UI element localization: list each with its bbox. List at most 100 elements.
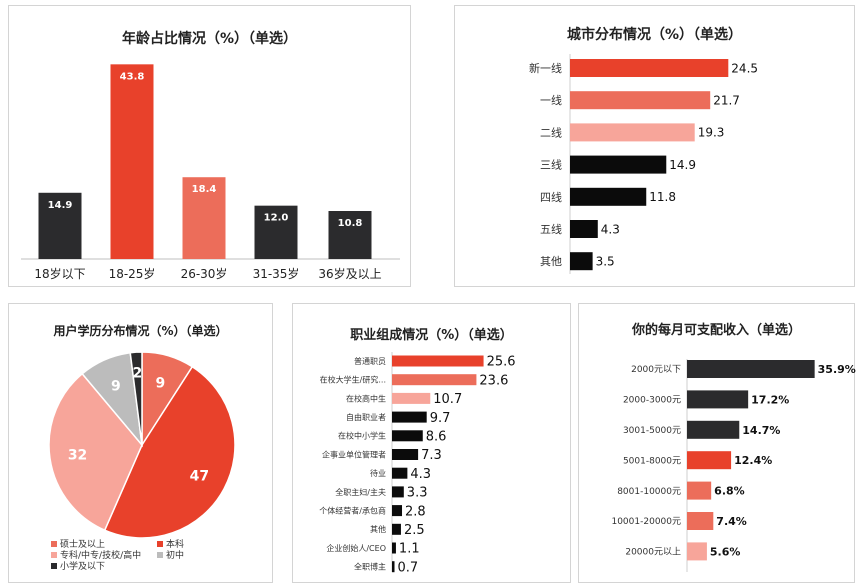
occupation-value-label: 23.6	[479, 373, 508, 388]
occupation-value-label: 9.7	[430, 411, 451, 426]
city-bar	[570, 91, 711, 110]
income-bar	[687, 420, 740, 439]
occupation-category-label: 企业创始人/CEO	[326, 543, 386, 553]
age-bar	[182, 177, 226, 259]
occupation-bar-chart: 普通职员 25.6 在校大学生/研究... 23.6 在校高中生 10.7 自由职业者 9.7…	[319, 352, 516, 575]
education-legend-label: 硕士及以上	[60, 538, 105, 550]
city-value-label: 4.3	[601, 222, 620, 236]
age-category-label: 36岁及以上	[318, 266, 381, 281]
age-category-label: 18-25岁	[109, 266, 156, 281]
age-value-label: 18.4	[192, 184, 217, 195]
education-pie-slice	[103, 365, 236, 539]
education-legend-swatch	[51, 563, 57, 569]
occupation-bar	[392, 505, 403, 517]
occupation-category-label: 自由职业者	[346, 412, 386, 422]
occupation-chart-title: 职业组成情况（%）（单选）	[350, 328, 513, 343]
income-category-label: 5001-8000元	[623, 456, 681, 466]
city-chart-title: 城市分布情况（%）（单选）	[566, 27, 743, 43]
age-category-label: 26-30岁	[181, 266, 228, 281]
education-legend-swatch	[157, 541, 163, 547]
occupation-bar	[392, 374, 477, 386]
income-chart-title: 你的每月可支配收入（单选）	[631, 323, 801, 338]
occupation-category-label: 全职主妇/主夫	[335, 487, 386, 497]
city-category-label: 一线	[540, 93, 562, 107]
occupation-value-label: 4.3	[410, 467, 431, 482]
income-category-label: 2000-3000元	[623, 396, 681, 406]
education-pie-slice	[48, 372, 143, 532]
city-value-label: 21.7	[713, 94, 740, 108]
age-value-label: 10.8	[338, 218, 363, 229]
city-bar	[570, 123, 695, 142]
income-value-label: 17.2%	[751, 393, 789, 406]
occupation-value-label: 10.7	[433, 392, 462, 407]
education-legend-swatch	[51, 541, 57, 547]
city-value-label: 11.8	[649, 190, 676, 204]
age-bar	[328, 211, 372, 259]
occupation-bar	[392, 355, 484, 367]
city-bar	[570, 220, 598, 238]
income-bar	[687, 481, 712, 500]
occupation-category-label: 待业	[370, 468, 386, 478]
city-category-label: 四线	[540, 190, 562, 204]
age-chart-panel: 年龄占比情况（%）（单选） 14.9 18岁以下 43.8 18-25岁 18.4 26-…	[8, 5, 411, 287]
occupation-value-label: 2.5	[404, 523, 425, 538]
occupation-category-label: 全职博主	[354, 562, 386, 572]
age-bar	[110, 64, 154, 259]
city-value-label: 3.5	[596, 255, 615, 269]
education-legend-swatch	[51, 552, 57, 558]
income-bar	[687, 360, 815, 378]
city-value-label: 24.5	[731, 61, 758, 75]
income-value-label: 6.8%	[714, 485, 745, 498]
occupation-bar	[392, 523, 401, 535]
occupation-category-label: 其他	[370, 524, 386, 534]
occupation-bar	[392, 561, 395, 573]
city-bar-chart: 新一线 24.5 一线 21.7 二线 19.3 三线 14.9 四线 11.8 五线 4.3 其他 3.…	[529, 54, 758, 274]
occupation-category-label: 普通职员	[354, 356, 386, 366]
income-bar	[687, 451, 732, 470]
income-category-label: 3001-5000元	[623, 426, 681, 436]
income-value-label: 7.4%	[716, 515, 747, 528]
education-slice-label: 9	[155, 376, 165, 392]
city-category-label: 二线	[540, 125, 562, 139]
income-bar	[687, 542, 707, 561]
occupation-value-label: 8.6	[426, 429, 447, 444]
income-bar-chart: 2000元以下 35.9% 2000-3000元 17.2% 3001-5000元 14.…	[611, 359, 856, 572]
city-bar	[570, 252, 593, 271]
occupation-bar	[392, 430, 423, 442]
education-legend-label: 初中	[166, 549, 184, 561]
income-category-label: 10001-20000元	[611, 517, 681, 527]
education-slice-label: 47	[190, 469, 209, 485]
education-legend-label: 本科	[166, 538, 184, 550]
age-category-label: 18岁以下	[34, 266, 85, 281]
occupation-bar	[392, 392, 431, 404]
occupation-bar	[392, 542, 396, 554]
occupation-chart-panel: 职业组成情况（%）（单选） 普通职员 25.6 在校大学生/研究... 23.6 在校高…	[292, 303, 571, 583]
education-legend-swatch	[157, 552, 163, 558]
education-legend-label: 小学及以下	[60, 560, 105, 572]
income-chart-panel: 你的每月可支配收入（单选） 2000元以下 35.9% 2000-3000元 17.2…	[578, 303, 856, 583]
occupation-bar	[392, 486, 404, 498]
city-value-label: 19.3	[698, 126, 725, 140]
city-category-label: 三线	[540, 158, 562, 172]
occupation-value-label: 25.6	[487, 355, 516, 370]
age-bar	[254, 205, 298, 259]
income-value-label: 35.9%	[818, 363, 856, 376]
occupation-value-label: 7.3	[421, 448, 442, 463]
age-value-label: 14.9	[48, 200, 73, 211]
income-bar	[687, 512, 714, 530]
age-category-label: 31-35岁	[253, 266, 300, 281]
income-value-label: 12.4%	[734, 454, 772, 467]
occupation-value-label: 0.7	[398, 560, 419, 575]
occupation-value-label: 1.1	[399, 542, 420, 557]
education-pie-slice	[129, 351, 143, 446]
income-category-label: 8001-10000元	[617, 487, 681, 497]
income-category-label: 2000元以下	[631, 365, 681, 375]
occupation-category-label: 在校大学生/研究...	[320, 375, 386, 385]
income-value-label: 14.7%	[742, 424, 780, 437]
income-category-label: 20000元以上	[625, 547, 681, 558]
occupation-value-label: 2.8	[405, 504, 426, 519]
occupation-category-label: 在校中小学生	[338, 431, 386, 441]
city-bar	[570, 155, 667, 174]
occupation-bar	[392, 449, 419, 460]
